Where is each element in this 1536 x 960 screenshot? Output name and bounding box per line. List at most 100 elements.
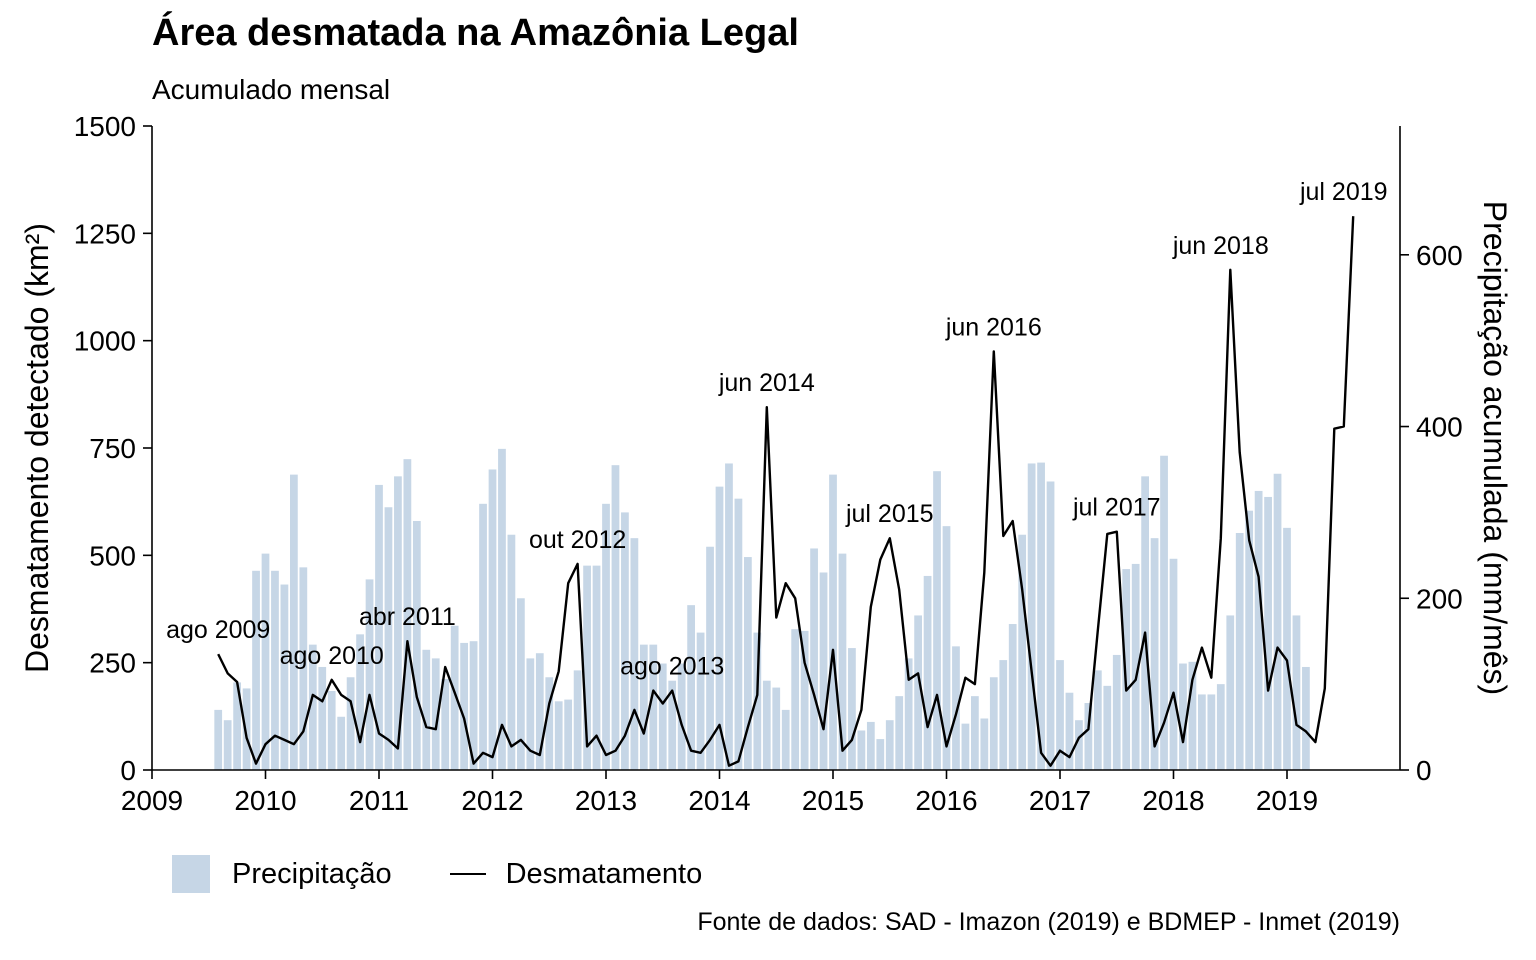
peak-annotation: abr 2011 <box>359 603 456 631</box>
precipitation-bar <box>375 484 383 770</box>
peak-annotation: jun 2014 <box>718 369 815 397</box>
chart-title: Área desmatada na Amazônia Legal <box>152 12 799 54</box>
x-tick-label: 2011 <box>349 785 409 816</box>
precipitation-bar <box>810 548 818 770</box>
precipitation-bar <box>639 644 648 770</box>
precipitation-bar <box>214 709 223 770</box>
precipitation-bar <box>1150 538 1159 770</box>
precipitation-bar <box>469 641 478 770</box>
precipitation-bar <box>895 696 904 770</box>
precipitation-bar <box>573 670 582 770</box>
precipitation-bar <box>337 716 346 770</box>
axis-titles: Desmatamento detectado (km²) Precipitação… <box>19 201 1513 695</box>
x-tick-label: 2016 <box>915 785 977 816</box>
x-tick-label: 2017 <box>1029 785 1091 816</box>
precipitation-bar <box>1292 615 1301 770</box>
legend-swatch-precipitation <box>172 855 210 893</box>
precipitation-bar <box>1065 692 1074 770</box>
peak-annotation: jul 2015 <box>845 500 934 528</box>
precipitation-bar <box>611 465 620 770</box>
precipitation-bar <box>989 677 998 770</box>
precipitation-bar <box>271 570 279 770</box>
peak-annotation: jul 2019 <box>1299 178 1388 206</box>
precipitation-bar <box>970 696 979 770</box>
precipitation-bar <box>1188 661 1197 770</box>
precipitation-bar <box>1122 569 1131 770</box>
precipitation-bar <box>280 584 289 770</box>
x-tick-label: 2012 <box>461 785 523 816</box>
legend-label-deforestation: Desmatamento <box>505 857 703 890</box>
precipitation-bar <box>1235 533 1244 770</box>
right-axis-title: Precipitação acumulada (mm/mês) <box>1477 201 1513 695</box>
precipitation-bar <box>1131 563 1140 770</box>
precipitation-bar <box>289 474 298 770</box>
precipitation-bar <box>829 474 837 770</box>
precipitation-bar <box>857 730 866 770</box>
precipitation-bar <box>961 723 970 770</box>
precipitation-bar <box>1273 473 1282 770</box>
precipitation-bar <box>696 632 705 770</box>
peak-annotations: ago 2009 ago 2010 abr 2011 out 2012 ago 2013… <box>166 178 1387 680</box>
right-tick-label: 0 <box>1416 755 1432 786</box>
peak-annotation: ago 2010 <box>280 642 384 670</box>
precipitation-bar <box>658 663 667 770</box>
precipitation-bar <box>223 720 232 770</box>
precipitation-bar <box>554 701 563 770</box>
x-tick-label: 2019 <box>1256 785 1318 816</box>
x-tick-label: 2018 <box>1142 785 1204 816</box>
precipitation-bar <box>980 718 989 770</box>
right-tick-label: 200 <box>1416 583 1463 614</box>
precipitation-bar <box>668 680 677 770</box>
precipitation-bar <box>498 448 506 770</box>
precipitation-bar <box>942 526 951 770</box>
source-note: Fonte de dados: SAD - Imazon (2019) e BD… <box>697 908 1400 936</box>
peak-annotation: jun 2016 <box>945 313 1042 341</box>
chart-subtitle: Acumulado mensal <box>152 74 391 105</box>
precipitation-bar <box>460 642 469 770</box>
precipitation-bar <box>488 469 497 770</box>
precipitation-bar <box>308 644 317 770</box>
precipitation-bar <box>1093 670 1102 770</box>
precipitation-bar <box>904 658 913 770</box>
precipitation-bar <box>1160 455 1168 770</box>
precipitation-bar <box>261 553 270 770</box>
legend-swatch-deforestation <box>449 873 486 875</box>
precipitation-bar <box>1283 527 1291 770</box>
precipitation-bar <box>1207 694 1216 770</box>
precipitation-bar <box>535 653 544 770</box>
left-axis-title: Desmatamento detectado (km²) <box>19 223 55 673</box>
precipitation-bar <box>1084 703 1093 770</box>
precipitation-bar <box>545 677 554 770</box>
precipitation-bar <box>479 503 487 770</box>
precipitation-bars <box>214 448 1310 770</box>
legend-item-deforestation: Desmatamento <box>449 857 703 891</box>
precipitation-bar <box>242 688 251 770</box>
precipitation-bar <box>1197 694 1206 770</box>
precipitation-bar <box>1226 615 1235 770</box>
x-tick-label: 2013 <box>575 785 637 816</box>
peak-annotation: jul 2017 <box>1072 494 1161 522</box>
precipitation-bar <box>602 503 610 770</box>
precipitation-bar <box>318 666 327 770</box>
precipitation-bar <box>791 629 800 770</box>
precipitation-bar <box>1075 720 1083 770</box>
precipitation-bar <box>781 709 790 770</box>
peak-annotation: ago 2013 <box>620 653 724 681</box>
precipitation-bar <box>356 634 364 770</box>
precipitation-bar <box>516 598 525 770</box>
precipitation-bar <box>1245 510 1254 770</box>
legend-item-precipitation: Precipitação <box>172 855 392 893</box>
axes: 0 250 500 750 1000 1250 1500 0 200 400 600 2009 2010… <box>74 111 1463 816</box>
precipitation-bar <box>743 557 752 770</box>
precipitation-bar <box>1037 462 1045 770</box>
precipitation-bar <box>1179 663 1187 770</box>
precipitation-bar <box>1254 490 1263 770</box>
precipitation-bar <box>450 625 459 770</box>
left-tick-label: 750 <box>89 433 136 464</box>
peak-annotation: jun 2018 <box>1172 232 1269 260</box>
x-tick-label: 2014 <box>688 785 750 816</box>
precipitation-bar <box>1103 685 1112 770</box>
x-tick-label: 2015 <box>802 785 864 816</box>
precipitation-bar <box>583 565 591 770</box>
